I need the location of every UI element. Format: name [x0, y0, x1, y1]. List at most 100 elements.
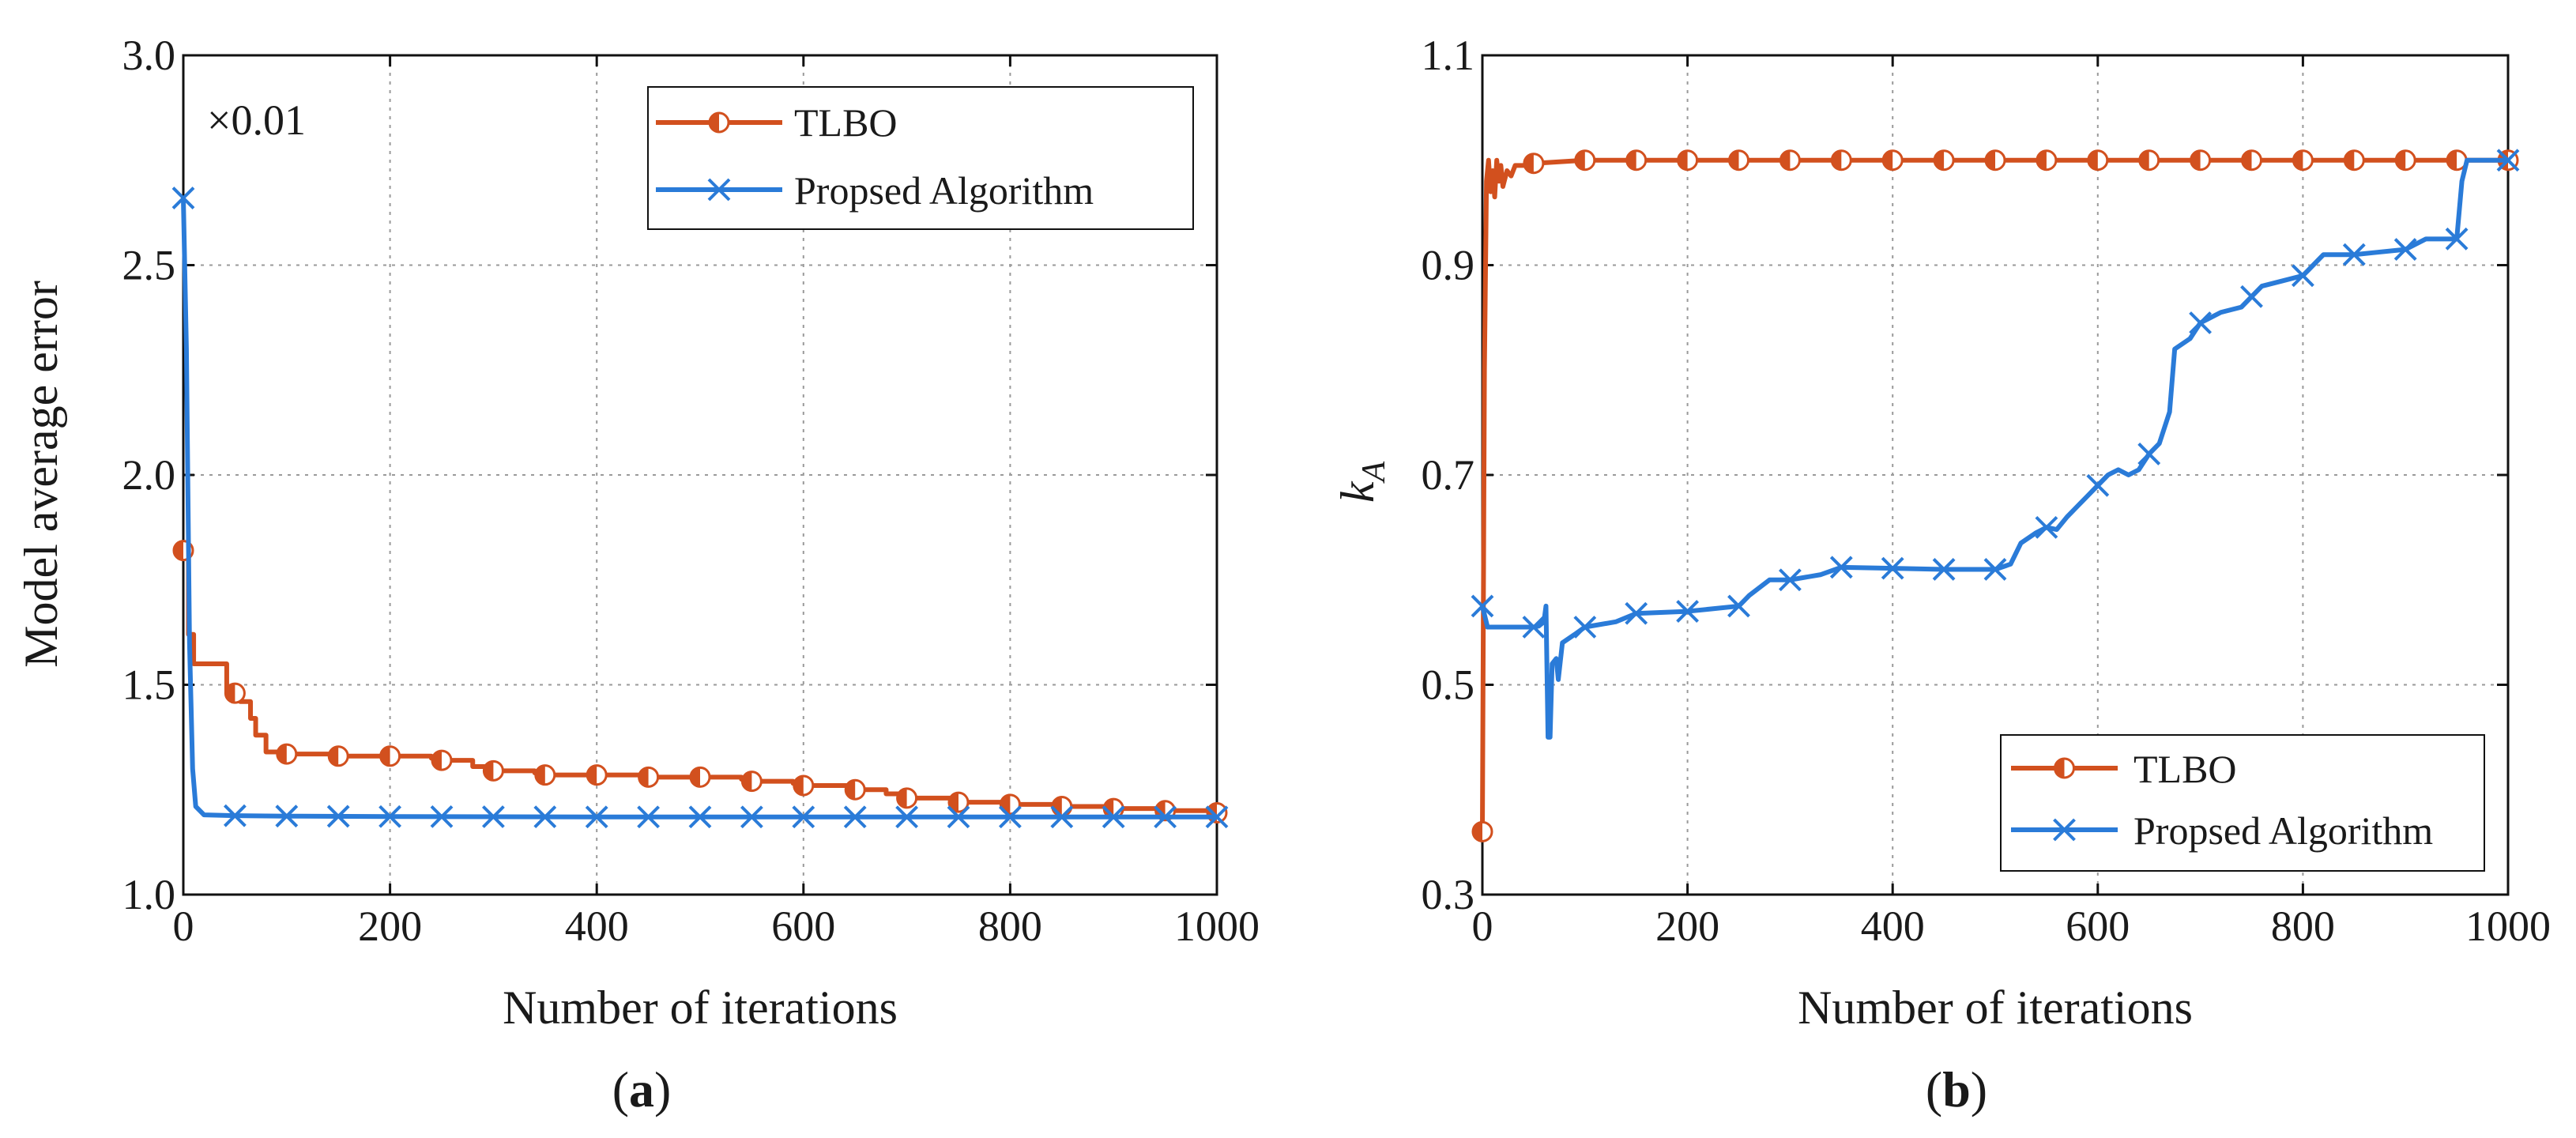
- panel-a-proposed-marker: [1102, 805, 1125, 829]
- panel-b-tlbo-marker: [2241, 149, 2262, 171]
- x-tick-label: 400: [1861, 902, 1925, 950]
- panel-b-y-axis-label-main: k: [1331, 480, 1384, 503]
- panel-b-legend-tlbo-label: TLBO: [2133, 747, 2237, 791]
- panel-b-proposed-marker: [1727, 594, 1750, 618]
- panel-b-proposed-marker: [1522, 616, 1546, 639]
- panel-a-proposed-marker: [223, 804, 247, 827]
- panel-a-proposed-marker: [1050, 805, 1074, 829]
- panel-a-proposed-marker: [843, 805, 867, 829]
- panel-a-legend: TLBO Propsed Algorithm: [647, 86, 1194, 230]
- legend-tlbo-marker: [2054, 757, 2075, 779]
- panel-a-tlbo-marker: [534, 764, 556, 786]
- panel-b-tlbo-marker: [1881, 149, 1904, 171]
- panel-a-series-proposed: [171, 187, 1229, 829]
- panel-a-proposed-marker: [998, 805, 1022, 829]
- panel-a-proposed-marker: [1205, 805, 1229, 829]
- panel-b-y-tick-labels: 0.3 0.5 0.7 0.9 1.1: [1422, 32, 1475, 918]
- y-tick-label: 2.5: [122, 242, 176, 289]
- panel-a-legend-proposed-label: Propsed Algorithm: [794, 168, 1094, 213]
- legend-proposed-marker: [2053, 818, 2076, 842]
- x-tick-label: 0: [173, 902, 194, 950]
- panel-a-tlbo-marker: [638, 766, 660, 788]
- x-tick-label: 1000: [1174, 902, 1260, 950]
- panel-a-proposed-marker: [585, 805, 608, 829]
- panel-b-proposed-marker: [1471, 594, 1494, 618]
- panel-a-tlbo-marker: [327, 745, 349, 767]
- panel-b-tlbo-marker: [1471, 820, 1493, 842]
- panel-a-legend-proposed-symbol: [656, 178, 782, 202]
- panel-a-proposed-marker: [637, 805, 661, 829]
- panel-b: 0 200 400 600 800 1000 0.3 0.5 0.7 0.9 1.1 TLBO P…: [1331, 32, 2551, 1117]
- y-tick-label: 0.5: [1422, 661, 1475, 709]
- x-tick-label: 200: [358, 902, 422, 950]
- panel-b-tlbo-marker: [1625, 149, 1648, 171]
- y-tick-label: 2.0: [122, 451, 176, 499]
- panel-b-legend-box: [2000, 734, 2485, 872]
- panel-b-proposed-marker: [1932, 558, 1956, 581]
- x-tick-label: 800: [2271, 902, 2335, 950]
- panel-a: 0 200 400 600 800 1000 1.01.52.02.53.0 ×0.01 …: [15, 32, 1260, 1117]
- panel-a-proposed-marker: [1154, 805, 1177, 829]
- x-tick-label: 400: [565, 902, 629, 950]
- panel-a-legend-tlbo-label: TLBO: [794, 100, 898, 145]
- panel-b-proposed-marker: [1829, 556, 1853, 579]
- y-tick-label: 3.0: [122, 32, 176, 79]
- panel-b-proposed-marker: [1881, 556, 1904, 580]
- panel-b-legend-proposed-label: Propsed Algorithm: [2133, 808, 2433, 853]
- panel-b-tlbo-marker: [1523, 153, 1545, 175]
- panel-a-proposed-marker: [792, 805, 815, 829]
- panel-b-grid: [1482, 55, 2508, 895]
- panel-a-series-tlbo: [172, 540, 1228, 823]
- panel-b-proposed-marker: [2240, 284, 2263, 308]
- x-tick-label: 0: [1472, 902, 1493, 950]
- panel-b-proposed-marker: [1676, 600, 1700, 623]
- panel-b-caption: (b): [1926, 1061, 1987, 1117]
- panel-a-tick-marks: [182, 54, 1218, 896]
- panel-b-tlbo-marker: [2343, 149, 2365, 171]
- legend-tlbo-marker: [708, 111, 730, 134]
- panel-a-tlbo-marker: [793, 774, 815, 797]
- panel-b-legend-tlbo-symbol: [2011, 757, 2118, 779]
- panel-b-x-tick-labels: 0 200 400 600 800 1000: [1472, 902, 2552, 950]
- panel-a-proposed-marker: [430, 805, 454, 828]
- panel-b-tlbo-marker: [1677, 149, 1699, 171]
- panel-b-tick-marks: [1481, 54, 2510, 896]
- panel-a-tlbo-marker: [431, 749, 453, 771]
- panel-b-proposed-marker: [1778, 568, 1802, 592]
- panel-b-series: [1471, 149, 2520, 842]
- panel-b-y-axis-label-sub: A: [1356, 462, 1392, 484]
- panel-a-caption: (a): [612, 1061, 672, 1117]
- panel-b-proposed-marker: [1983, 558, 2007, 581]
- panel-b-y-axis-label: kA: [1331, 462, 1392, 503]
- panel-b-tlbo-line: [1480, 157, 2508, 832]
- panel-a-proposed-marker: [326, 805, 350, 828]
- y-tick-label: 1.0: [122, 871, 176, 918]
- panel-a-tlbo-marker: [947, 791, 970, 813]
- panel-b-proposed-marker: [2035, 515, 2058, 539]
- panel-a-proposed-line: [181, 198, 1217, 820]
- panel-a-proposed-marker: [171, 187, 195, 209]
- panel-a-proposed-marker: [533, 805, 557, 829]
- panel-b-series-proposed: [1471, 149, 2520, 740]
- y-tick-label: 0.9: [1422, 242, 1475, 289]
- panel-a-legend-box: [647, 86, 1194, 230]
- y-tick-label: 0.7: [1422, 451, 1475, 499]
- x-tick-label: 600: [2066, 902, 2130, 950]
- panel-a-proposed-marker: [275, 805, 299, 828]
- panel-b-tlbo-marker: [2394, 149, 2416, 171]
- panel-b-proposed-marker: [1625, 601, 1648, 625]
- panel-b-tlbo-marker: [1933, 149, 1955, 171]
- y-tick-label: 1.5: [122, 661, 176, 709]
- panel-b-tlbo-marker: [2446, 149, 2468, 171]
- panel-b-caption-letter: b: [1942, 1061, 1971, 1117]
- panel-a-tlbo-marker: [689, 766, 711, 788]
- panel-a-y-tick-labels: 1.0 1.5 2.0 2.5 3.0: [122, 32, 176, 918]
- panel-a-proposed-marker: [740, 805, 763, 829]
- panel-a-legend-tlbo-symbol: [656, 111, 782, 134]
- panel-b-proposed-marker: [2291, 264, 2314, 288]
- panel-a-multiplier: ×0.01: [207, 96, 306, 144]
- panel-a-tlbo-marker: [1206, 801, 1228, 823]
- panel-a-proposed-marker: [378, 805, 402, 828]
- panel-a-tlbo-marker: [276, 743, 298, 765]
